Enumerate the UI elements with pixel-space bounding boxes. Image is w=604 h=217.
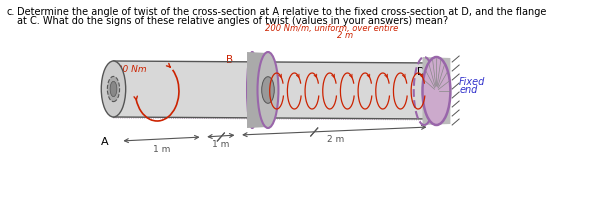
Text: 2 m: 2 m [327, 135, 345, 144]
Text: at C. What do the signs of these relative angles of twist (values in your answer: at C. What do the signs of these relativ… [18, 16, 449, 26]
Text: C: C [260, 58, 268, 68]
Text: A: A [101, 137, 109, 147]
Ellipse shape [108, 76, 120, 102]
Polygon shape [247, 52, 268, 128]
Polygon shape [114, 61, 437, 119]
Ellipse shape [101, 61, 126, 117]
Text: B: B [226, 55, 233, 65]
Text: Fixed: Fixed [459, 77, 486, 87]
Ellipse shape [110, 81, 117, 97]
Text: D: D [417, 67, 425, 77]
Ellipse shape [422, 57, 451, 125]
Text: end: end [459, 85, 478, 95]
Text: 1 m: 1 m [212, 140, 230, 149]
Ellipse shape [262, 77, 274, 103]
Text: c.: c. [7, 7, 15, 17]
Text: 200 Nm/m, uniform, over entire: 200 Nm/m, uniform, over entire [265, 25, 398, 33]
Ellipse shape [257, 52, 278, 128]
Text: Determine the angle of twist of the cross-section at A relative to the fixed cro: Determine the angle of twist of the cros… [18, 7, 547, 17]
Polygon shape [422, 57, 451, 125]
Text: 1 m: 1 m [153, 145, 170, 154]
Text: 100 Nm: 100 Nm [111, 64, 147, 74]
Ellipse shape [247, 52, 257, 128]
Text: 2 m: 2 m [336, 31, 353, 41]
